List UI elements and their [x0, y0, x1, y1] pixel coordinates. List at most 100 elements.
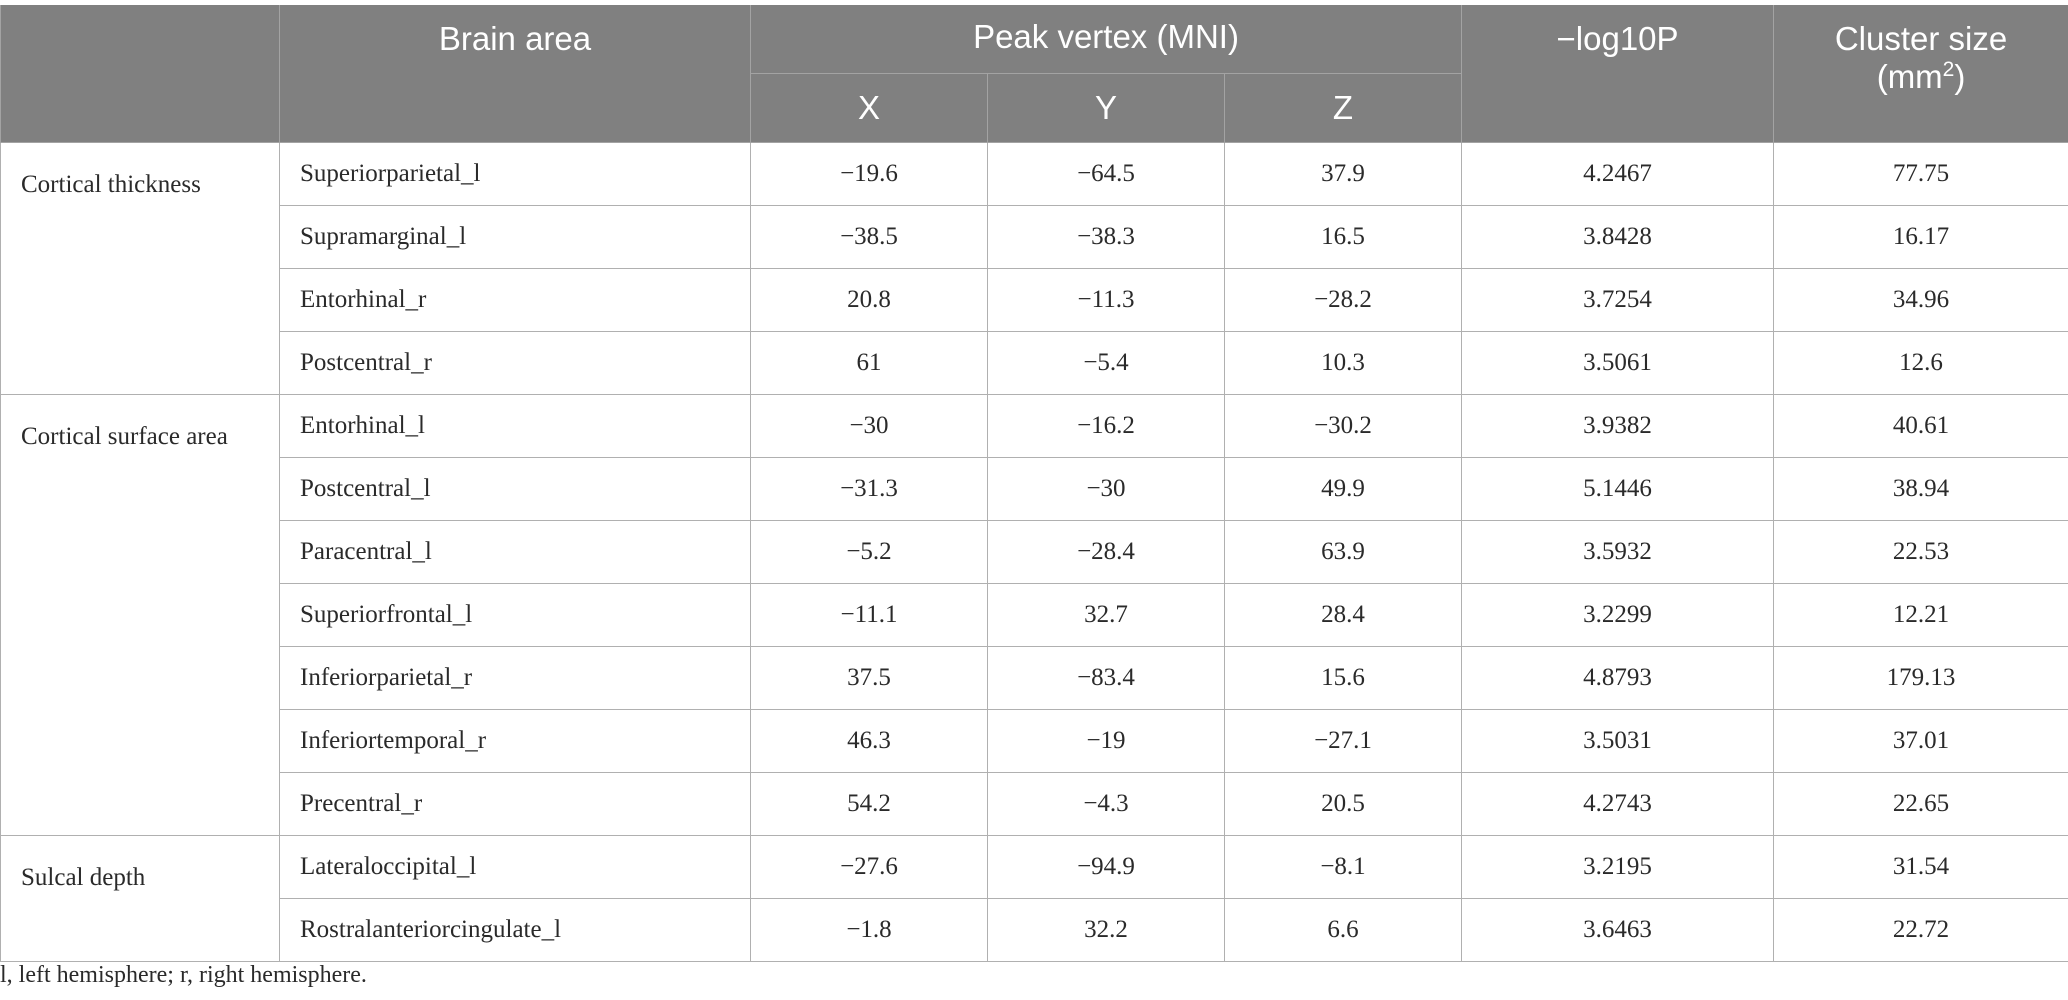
log10p-cell: 3.7254 — [1461, 267, 1775, 332]
table-row: Postcentral_r 61 −5.4 10.3 3.5061 12.6 — [1, 330, 2068, 395]
z-cell: 15.6 — [1223, 645, 1463, 710]
table-row: Paracentral_l −5.2 −28.4 63.9 3.5932 22.… — [1, 519, 2068, 584]
z-cell: 63.9 — [1223, 519, 1463, 584]
table-row: Supramarginal_l −38.5 −38.3 16.5 3.8428 … — [1, 204, 2068, 269]
x-cell: −27.6 — [750, 834, 988, 899]
x-cell: −30 — [750, 393, 988, 458]
z-cell: −8.1 — [1223, 834, 1463, 899]
y-cell: −19 — [987, 708, 1225, 773]
cluster-size-cell: 22.72 — [1773, 897, 2068, 962]
brain-area-cell: Postcentral_r — [279, 330, 751, 395]
log10p-cell: 3.8428 — [1461, 204, 1775, 269]
cluster-size-cell: 179.13 — [1773, 645, 2068, 710]
table-row: Sulcal depth Lateraloccipital_l −27.6 −9… — [0, 834, 2068, 962]
table-row: Superiorfrontal_l −11.1 32.7 28.4 3.2299… — [1, 582, 2068, 647]
header-measure — [0, 5, 280, 143]
table-body: Cortical thickness Superiorparietal_l −1… — [0, 141, 2068, 962]
x-cell: 61 — [750, 330, 988, 395]
header-cluster-size: Cluster size (mm2) — [1773, 5, 2068, 143]
header-log10p: −log10P — [1461, 5, 1775, 143]
table-row: Inferiortemporal_r 46.3 −19 −27.1 3.5031… — [1, 708, 2068, 773]
z-cell: 49.9 — [1223, 456, 1463, 521]
x-cell: 46.3 — [750, 708, 988, 773]
cluster-size-cell: 77.75 — [1773, 141, 2068, 206]
z-cell: 28.4 — [1223, 582, 1463, 647]
z-cell: −27.1 — [1223, 708, 1463, 773]
y-cell: −30 — [987, 456, 1225, 521]
x-cell: −19.6 — [750, 141, 988, 206]
table-footnote: l, left hemisphere; r, right hemisphere. — [0, 962, 367, 988]
cluster-size-cell: 12.6 — [1773, 330, 2068, 395]
y-cell: −16.2 — [987, 393, 1225, 458]
table-row: Precentral_r 54.2 −4.3 20.5 4.2743 22.65 — [1, 771, 2068, 836]
y-cell: −11.3 — [987, 267, 1225, 332]
header-cluster-unit: (mm2) — [1876, 58, 1966, 95]
header-peak-vertex: Peak vertex (MNI) — [749, 5, 1463, 74]
x-cell: −5.2 — [750, 519, 988, 584]
log10p-cell: 3.2299 — [1461, 582, 1775, 647]
table-row: Entorhinal_r 20.8 −11.3 −28.2 3.7254 34.… — [1, 267, 2068, 332]
brain-area-cell: Paracentral_l — [279, 519, 751, 584]
brain-area-cell: Postcentral_l — [279, 456, 751, 521]
x-cell: 37.5 — [750, 645, 988, 710]
table-row: Postcentral_l −31.3 −30 49.9 5.1446 38.9… — [1, 456, 2068, 521]
z-cell: 6.6 — [1223, 897, 1463, 962]
log10p-cell: 3.9382 — [1461, 393, 1775, 458]
brain-area-cell: Supramarginal_l — [279, 204, 751, 269]
header-y: Y — [987, 73, 1225, 143]
y-cell: 32.2 — [987, 897, 1225, 962]
log10p-cell: 4.2743 — [1461, 771, 1775, 836]
x-cell: 54.2 — [750, 771, 988, 836]
y-cell: −28.4 — [987, 519, 1225, 584]
table-row: Cortical surface area Entorhinal_l −30 −… — [0, 393, 2068, 836]
measure-cell: Cortical thickness — [0, 141, 280, 395]
log10p-cell: 4.2467 — [1461, 141, 1775, 206]
log10p-cell: 3.5031 — [1461, 708, 1775, 773]
x-cell: 20.8 — [750, 267, 988, 332]
y-cell: −94.9 — [987, 834, 1225, 899]
cluster-size-cell: 22.53 — [1773, 519, 2068, 584]
log10p-cell: 3.5932 — [1461, 519, 1775, 584]
x-cell: −38.5 — [750, 204, 988, 269]
z-cell: 20.5 — [1223, 771, 1463, 836]
header-row-top: Brain area Peak vertex (MNI) −log10P Clu… — [0, 5, 2068, 143]
y-cell: −4.3 — [987, 771, 1225, 836]
cluster-size-cell: 22.65 — [1773, 771, 2068, 836]
cluster-size-cell: 34.96 — [1773, 267, 2068, 332]
header-cluster-size-label: Cluster size — [1834, 20, 2008, 57]
brain-area-cell: Lateraloccipital_l — [279, 834, 751, 899]
y-cell: 32.7 — [987, 582, 1225, 647]
measure-cell: Cortical surface area — [0, 393, 280, 836]
cluster-size-cell: 40.61 — [1773, 393, 2068, 458]
header-row-sub: X Y Z — [1, 73, 2068, 143]
brain-area-cell: Inferiorparietal_r — [279, 645, 751, 710]
cluster-size-cell: 31.54 — [1773, 834, 2068, 899]
cluster-size-cell: 37.01 — [1773, 708, 2068, 773]
table-row: Cortical thickness Superiorparietal_l −1… — [0, 141, 2068, 395]
y-cell: −64.5 — [987, 141, 1225, 206]
header-z: Z — [1223, 73, 1463, 143]
z-cell: 10.3 — [1223, 330, 1463, 395]
header-brain-area: Brain area — [279, 5, 751, 143]
cluster-size-cell: 16.17 — [1773, 204, 2068, 269]
results-table: Brain area Peak vertex (MNI) −log10P Clu… — [0, 5, 2068, 962]
table-row: Rostralanteriorcingulate_l −1.8 32.2 6.6… — [1, 897, 2068, 962]
y-cell: −5.4 — [987, 330, 1225, 395]
z-cell: 16.5 — [1223, 204, 1463, 269]
z-cell: −28.2 — [1223, 267, 1463, 332]
z-cell: 37.9 — [1223, 141, 1463, 206]
x-cell: −31.3 — [750, 456, 988, 521]
header-x: X — [750, 73, 988, 143]
x-cell: −11.1 — [750, 582, 988, 647]
table-row: Inferiorparietal_r 37.5 −83.4 15.6 4.879… — [1, 645, 2068, 710]
brain-area-cell: Entorhinal_r — [279, 267, 751, 332]
cluster-size-cell: 12.21 — [1773, 582, 2068, 647]
brain-area-cell: Precentral_r — [279, 771, 751, 836]
brain-area-cell: Superiorparietal_l — [279, 141, 751, 206]
y-cell: −83.4 — [987, 645, 1225, 710]
brain-area-cell: Entorhinal_l — [279, 393, 751, 458]
z-cell: −30.2 — [1223, 393, 1463, 458]
log10p-cell: 3.6463 — [1461, 897, 1775, 962]
log10p-cell: 3.5061 — [1461, 330, 1775, 395]
log10p-cell: 3.2195 — [1461, 834, 1775, 899]
